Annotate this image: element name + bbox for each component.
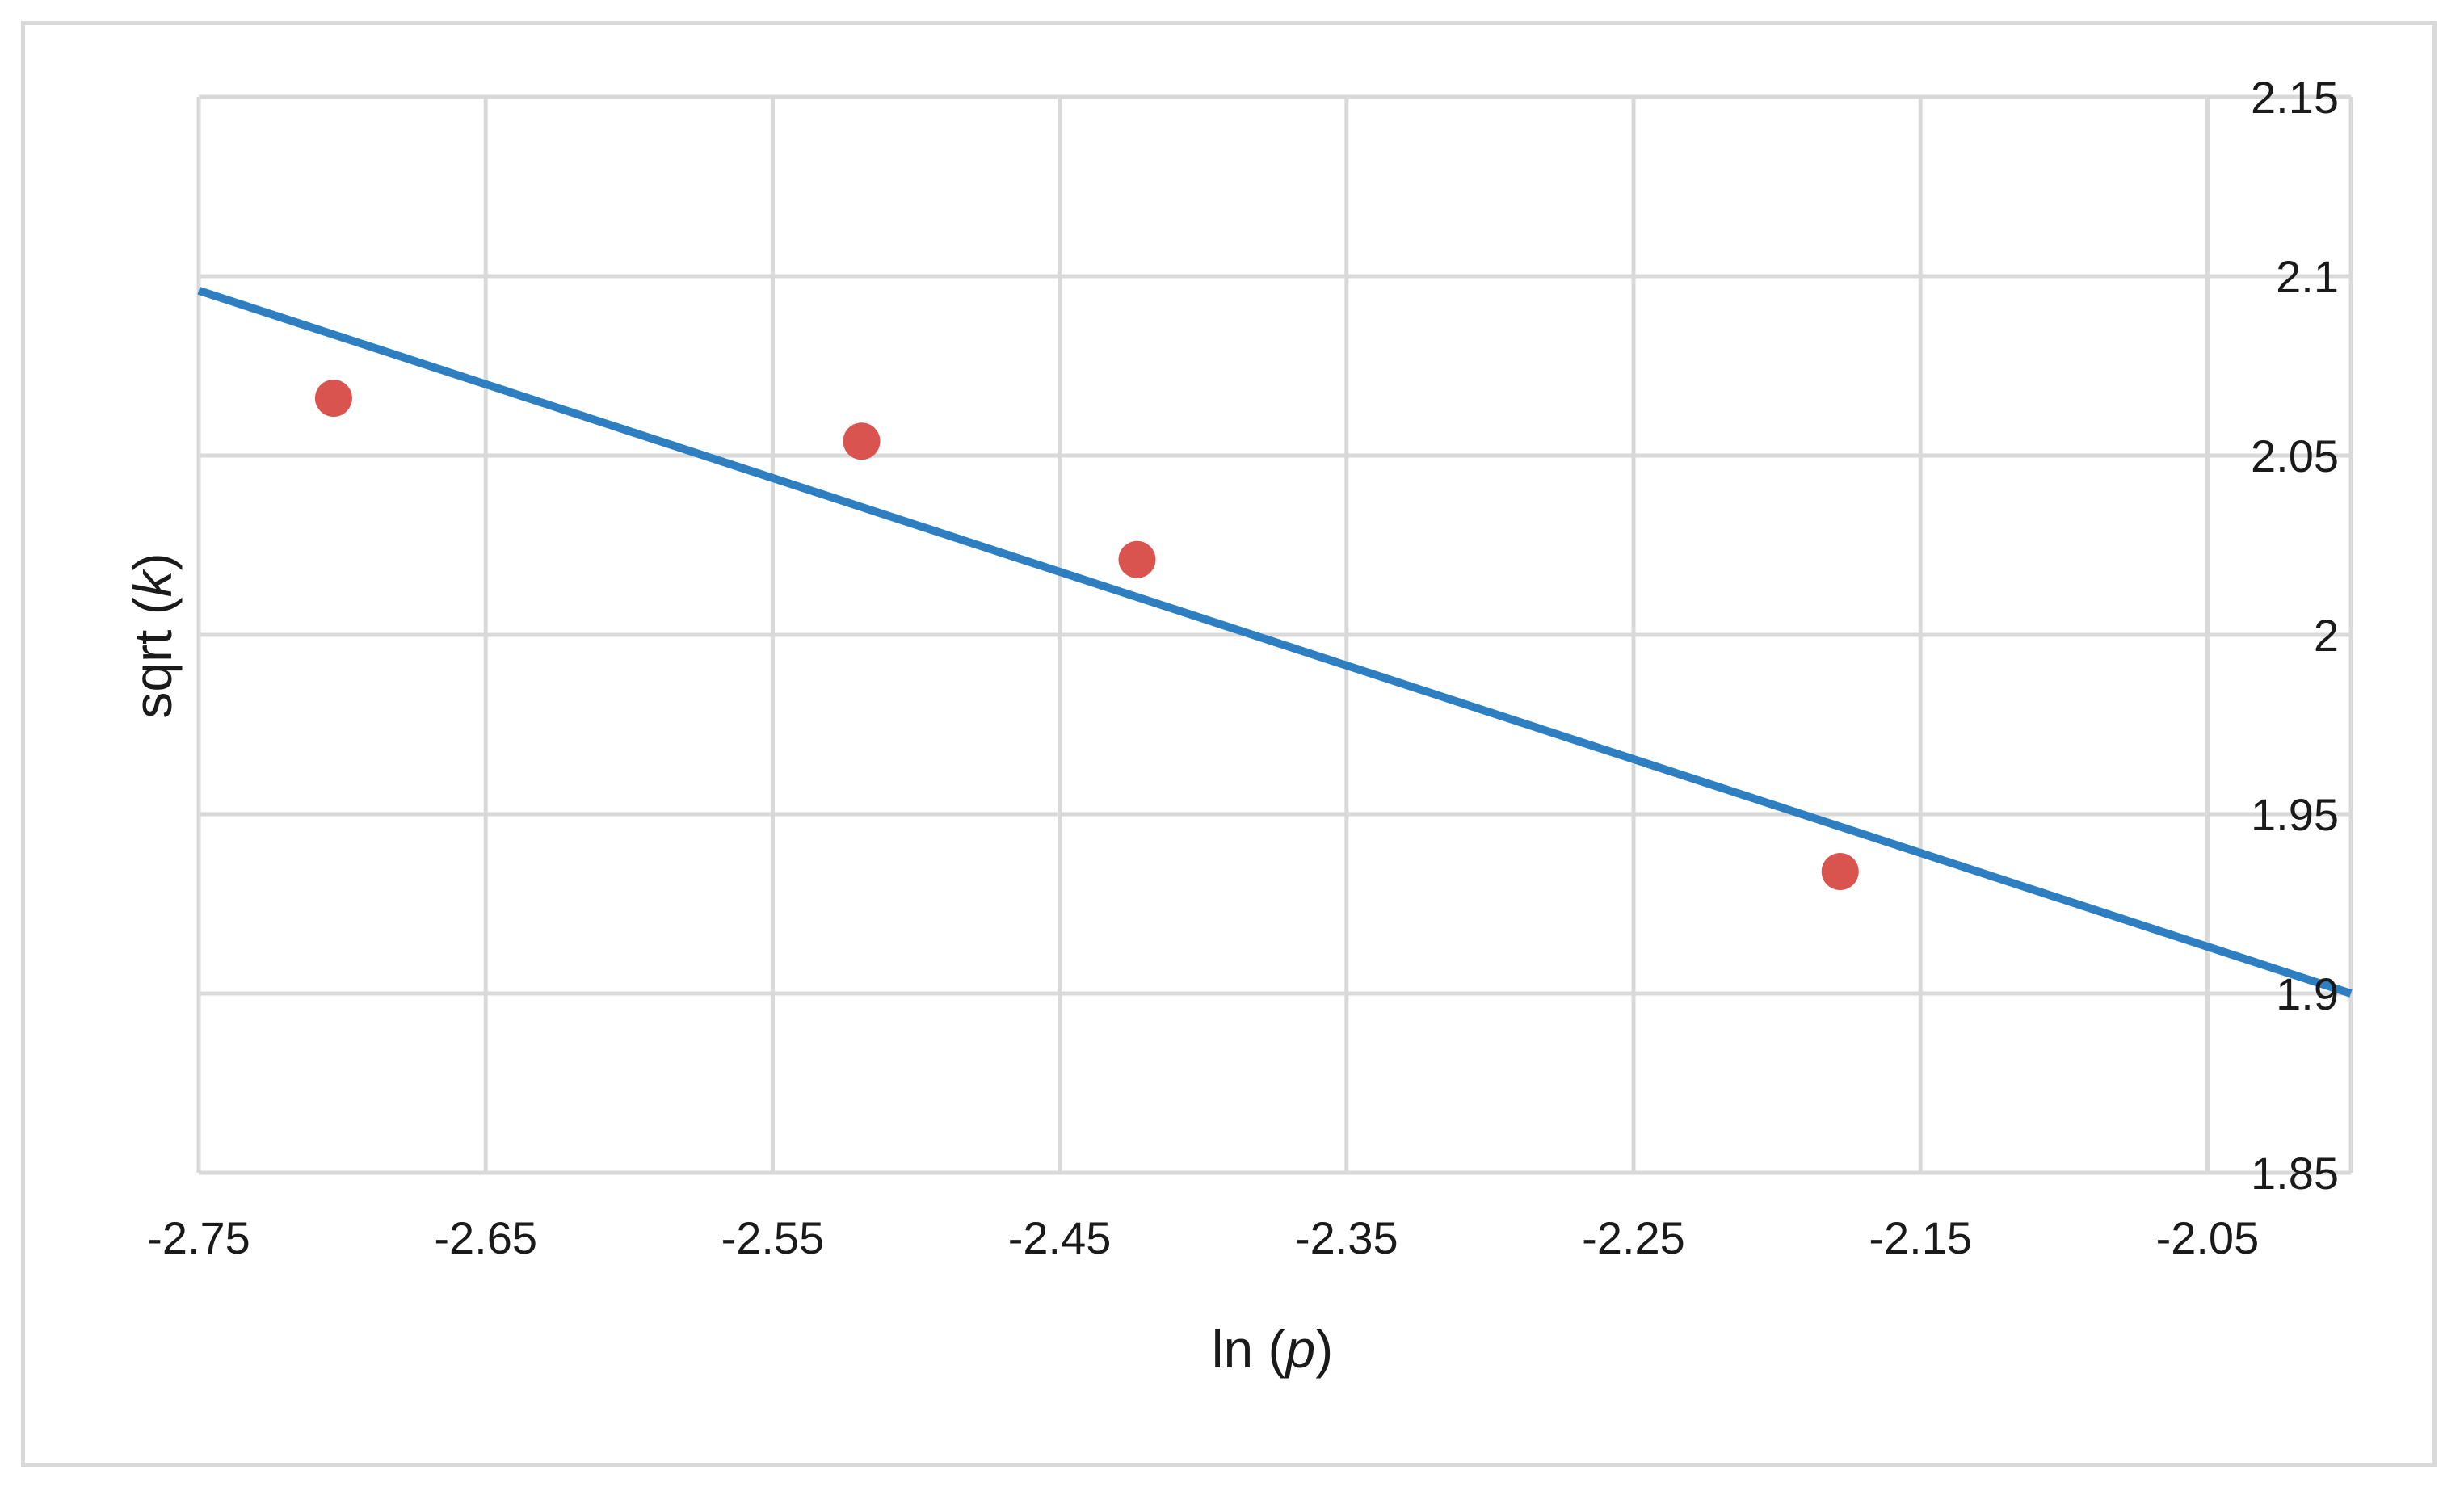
x-tick-label: -2.25 (1582, 1212, 1685, 1263)
x-tick-label: -2.15 (1869, 1212, 1972, 1263)
y-axis-title-suffix: ) (123, 552, 183, 570)
x-axis-title-var: p (1284, 1319, 1315, 1379)
chart-frame (21, 21, 2437, 1467)
x-tick-label: -2.45 (1008, 1212, 1112, 1263)
y-axis-title: sqrt (k) (123, 552, 183, 718)
data-point (1118, 540, 1156, 578)
y-tick-label: 1.95 (2251, 789, 2339, 840)
x-tick-label: -2.05 (2156, 1212, 2260, 1263)
y-tick-label: 2.1 (2276, 251, 2339, 302)
y-tick-label: 2.05 (2251, 430, 2339, 481)
x-axis-title-suffix: ) (1315, 1319, 1333, 1379)
x-axis-title-prefix: ln ( (1212, 1319, 1286, 1379)
x-tick-labels: -2.75 -2.65 -2.55 -2.45 -2.35 -2.25 -2.15 -2.05 (147, 1212, 2259, 1263)
y-tick-label: 2.15 (2251, 72, 2339, 123)
data-points (314, 379, 1859, 891)
data-point (314, 379, 352, 417)
y-tick-label: 1.85 (2251, 1148, 2339, 1199)
trendline-group (197, 287, 2353, 998)
y-tick-labels: 1.85 1.9 1.95 2 2.05 2.1 2.15 (2251, 72, 2339, 1199)
x-tick-label: -2.35 (1295, 1212, 1398, 1263)
x-tick-label: -2.55 (721, 1212, 825, 1263)
y-axis-title-prefix: sqrt ( (123, 597, 183, 718)
y-axis-title-var: k (123, 568, 183, 597)
data-point (1821, 853, 1859, 891)
y-tick-label: 1.9 (2276, 968, 2339, 1019)
x-tick-label: -2.65 (434, 1212, 537, 1263)
x-axis-title: ln (p) (1212, 1319, 1333, 1379)
x-tick-label: -2.75 (147, 1212, 250, 1263)
horizontal-gridlines (199, 94, 2351, 1175)
data-point (843, 422, 881, 460)
trendline (197, 287, 2353, 998)
y-tick-label: 2 (2314, 610, 2339, 661)
